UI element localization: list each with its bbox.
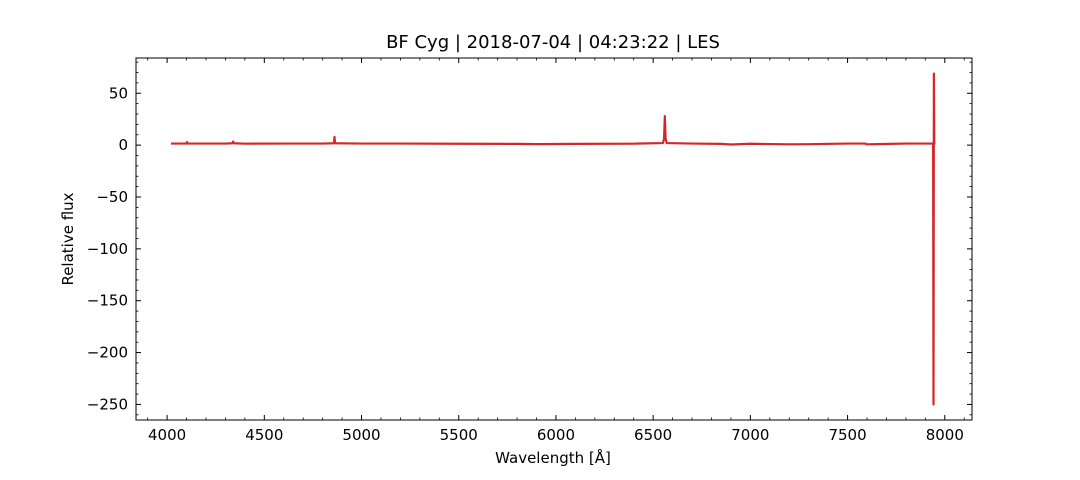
x-tick-label: 4000 bbox=[148, 426, 186, 444]
y-tick-label: −200 bbox=[87, 344, 128, 362]
x-tick-label: 6000 bbox=[537, 426, 575, 444]
plot-area bbox=[171, 72, 936, 406]
chart-title: BF Cyg | 2018-07-04 | 04:23:22 | LES bbox=[386, 32, 720, 53]
plot-frame bbox=[135, 57, 973, 421]
y-tick-label: −250 bbox=[87, 395, 128, 413]
x-tick-label: 7500 bbox=[828, 426, 866, 444]
x-tick-label: 4500 bbox=[245, 426, 283, 444]
x-tick-label: 6500 bbox=[634, 426, 672, 444]
y-tick-label: −150 bbox=[87, 292, 128, 310]
x-tick-label: 5000 bbox=[342, 426, 380, 444]
x-tick-label: 7000 bbox=[731, 426, 769, 444]
y-tick-label: 0 bbox=[118, 136, 128, 154]
ticks-layer: 4000 4500 5000 5500 6000 6500 7000 7500 8000 50 0 −… bbox=[87, 58, 972, 444]
x-tick-label: 8000 bbox=[926, 426, 964, 444]
y-axis-label: Relative flux bbox=[59, 192, 77, 285]
x-tick-label: 5500 bbox=[440, 426, 478, 444]
y-tick-label: 50 bbox=[109, 84, 128, 102]
y-tick-label: −100 bbox=[87, 240, 128, 258]
series-line-0 bbox=[171, 72, 936, 406]
y-tick-label: −50 bbox=[96, 188, 128, 206]
x-axis-label: Wavelength [Å] bbox=[495, 448, 611, 467]
